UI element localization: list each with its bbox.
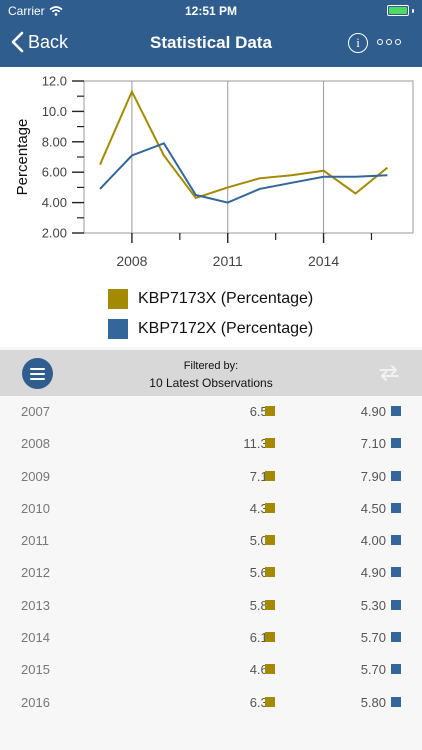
- row-year: 2015: [21, 662, 50, 678]
- swap-arrows-icon[interactable]: [377, 363, 401, 383]
- row-year: 2009: [21, 468, 50, 484]
- y-axis-label: Percentage: [14, 119, 31, 196]
- plot-frame: [83, 80, 414, 234]
- series2-swatch: [391, 632, 401, 643]
- info-icon[interactable]: i: [348, 33, 368, 53]
- series-line-2: [99, 142, 388, 204]
- y-tick-label: 10.0: [42, 104, 67, 119]
- carrier-label: Carrier: [8, 4, 45, 18]
- table-row: 2008 11.30 7.10: [0, 428, 422, 460]
- series1-swatch: [265, 696, 275, 707]
- row-year: 2011: [21, 533, 49, 549]
- row-value-series2: 4.90: [360, 565, 386, 581]
- row-year: 2014: [21, 630, 50, 646]
- series2-swatch: [391, 470, 401, 481]
- series1-swatch: [265, 599, 275, 610]
- filter-title: Filtered by:: [183, 360, 239, 372]
- table-row: 2010 4.30 4.50: [0, 493, 422, 525]
- series2-swatch: [391, 599, 401, 610]
- battery-icon: [387, 5, 414, 16]
- row-year: 2010: [21, 500, 50, 516]
- table-row: 2014 6.10 5.70: [0, 622, 422, 654]
- series-line-1: [99, 89, 389, 200]
- series2-swatch: [391, 535, 401, 546]
- row-year: 2013: [21, 597, 50, 613]
- filter-bar: Filtered by: 10 Latest Observations: [0, 350, 422, 396]
- series2-swatch: [391, 502, 401, 513]
- legend-item-series2: KBP7172X (Percentage): [108, 319, 313, 339]
- table-row: 2007 6.50 4.90: [0, 396, 422, 428]
- series2-swatch: [391, 567, 401, 578]
- legend-swatch-series1: [108, 289, 128, 309]
- filter-description: Filtered by: 10 Latest Observations: [0, 358, 422, 392]
- status-time: 12:51 PM: [184, 4, 238, 18]
- series2-swatch: [391, 664, 401, 675]
- row-year: 2008: [21, 436, 50, 452]
- row-value-series2: 5.80: [360, 694, 386, 710]
- back-button[interactable]: Back: [10, 31, 68, 53]
- y-tick-label: 6.00: [42, 165, 67, 180]
- row-year: 2016: [21, 694, 50, 710]
- y-tick-label: 12.0: [42, 74, 67, 89]
- legend-label-series2: KBP7172X (Percentage): [138, 320, 314, 337]
- menu-icon: [30, 367, 45, 370]
- table-row: 2013 5.80 5.30: [0, 590, 422, 622]
- series1-swatch: [265, 438, 275, 449]
- data-table: 2007 6.50 4.90 2008 11.30 7.10 2009 7.10 7.90 201…: [0, 396, 422, 719]
- filter-menu-button[interactable]: [22, 358, 53, 389]
- table-row: 2009 7.10 7.90: [0, 461, 422, 493]
- x-tick-label: 2008: [116, 253, 147, 267]
- x-tick-label: 2011: [213, 253, 243, 267]
- row-year: 2007: [21, 404, 50, 419]
- chart-container: 2008 2011 2014 2.00 4.00 6.00 8.00 10.0 12.0 Perc…: [0, 67, 422, 347]
- series1-swatch: [265, 535, 275, 546]
- y-tick-label: 2.00: [42, 226, 67, 241]
- series1-swatch: [265, 502, 275, 513]
- series1-swatch: [265, 406, 275, 416]
- y-tick-label: 8.00: [42, 134, 67, 149]
- y-tick-label: 4.00: [42, 195, 67, 210]
- row-value-series2: 5.30: [360, 597, 386, 613]
- legend-item-series1: KBP7173X (Percentage): [108, 289, 313, 309]
- line-chart: 2008 2011 2014 2.00 4.00 6.00 8.00 10.0 12.0 Perc…: [14, 74, 414, 267]
- series1-swatch: [265, 470, 275, 481]
- row-value-series2: 7.90: [360, 468, 386, 484]
- top-bar: Carrier 12:51 PM Back Statistical Data i: [0, 0, 422, 67]
- status-bar: Carrier 12:51 PM: [0, 0, 422, 22]
- row-value-series2: 4.00: [360, 533, 386, 549]
- row-value-series2: 4.90: [360, 404, 386, 419]
- table-row: 2015 4.60 5.70: [0, 654, 422, 686]
- wifi-icon: [49, 6, 63, 16]
- row-value-series2: 7.10: [360, 436, 386, 452]
- row-value-series2: 5.70: [360, 630, 386, 646]
- series2-swatch: [391, 438, 401, 449]
- chevron-left-icon: [11, 31, 24, 53]
- filter-value: 10 Latest Observations: [149, 376, 273, 390]
- legend-swatch-series2: [108, 319, 128, 339]
- page-title: Statistical Data: [150, 33, 272, 52]
- table-row: 2016 6.30 5.80: [0, 687, 422, 719]
- more-options-icon[interactable]: [377, 39, 401, 45]
- row-value-series2: 4.50: [360, 500, 386, 516]
- table-row: 2011 5.00 4.00: [0, 525, 422, 557]
- series1-swatch: [265, 664, 275, 675]
- series1-swatch: [265, 632, 275, 643]
- x-tick-label: 2014: [308, 253, 339, 267]
- carrier-indicator: Carrier: [8, 4, 63, 18]
- series1-swatch: [265, 567, 275, 578]
- row-year: 2012: [21, 565, 50, 581]
- legend-label-series1: KBP7173X (Percentage): [138, 290, 314, 307]
- series2-swatch: [391, 406, 401, 416]
- series2-swatch: [391, 696, 401, 707]
- row-value-series2: 5.70: [360, 662, 386, 678]
- table-row: 2012 5.60 4.90: [0, 557, 422, 589]
- navigation-bar: Back Statistical Data i: [0, 22, 422, 67]
- back-label: Back: [28, 31, 69, 52]
